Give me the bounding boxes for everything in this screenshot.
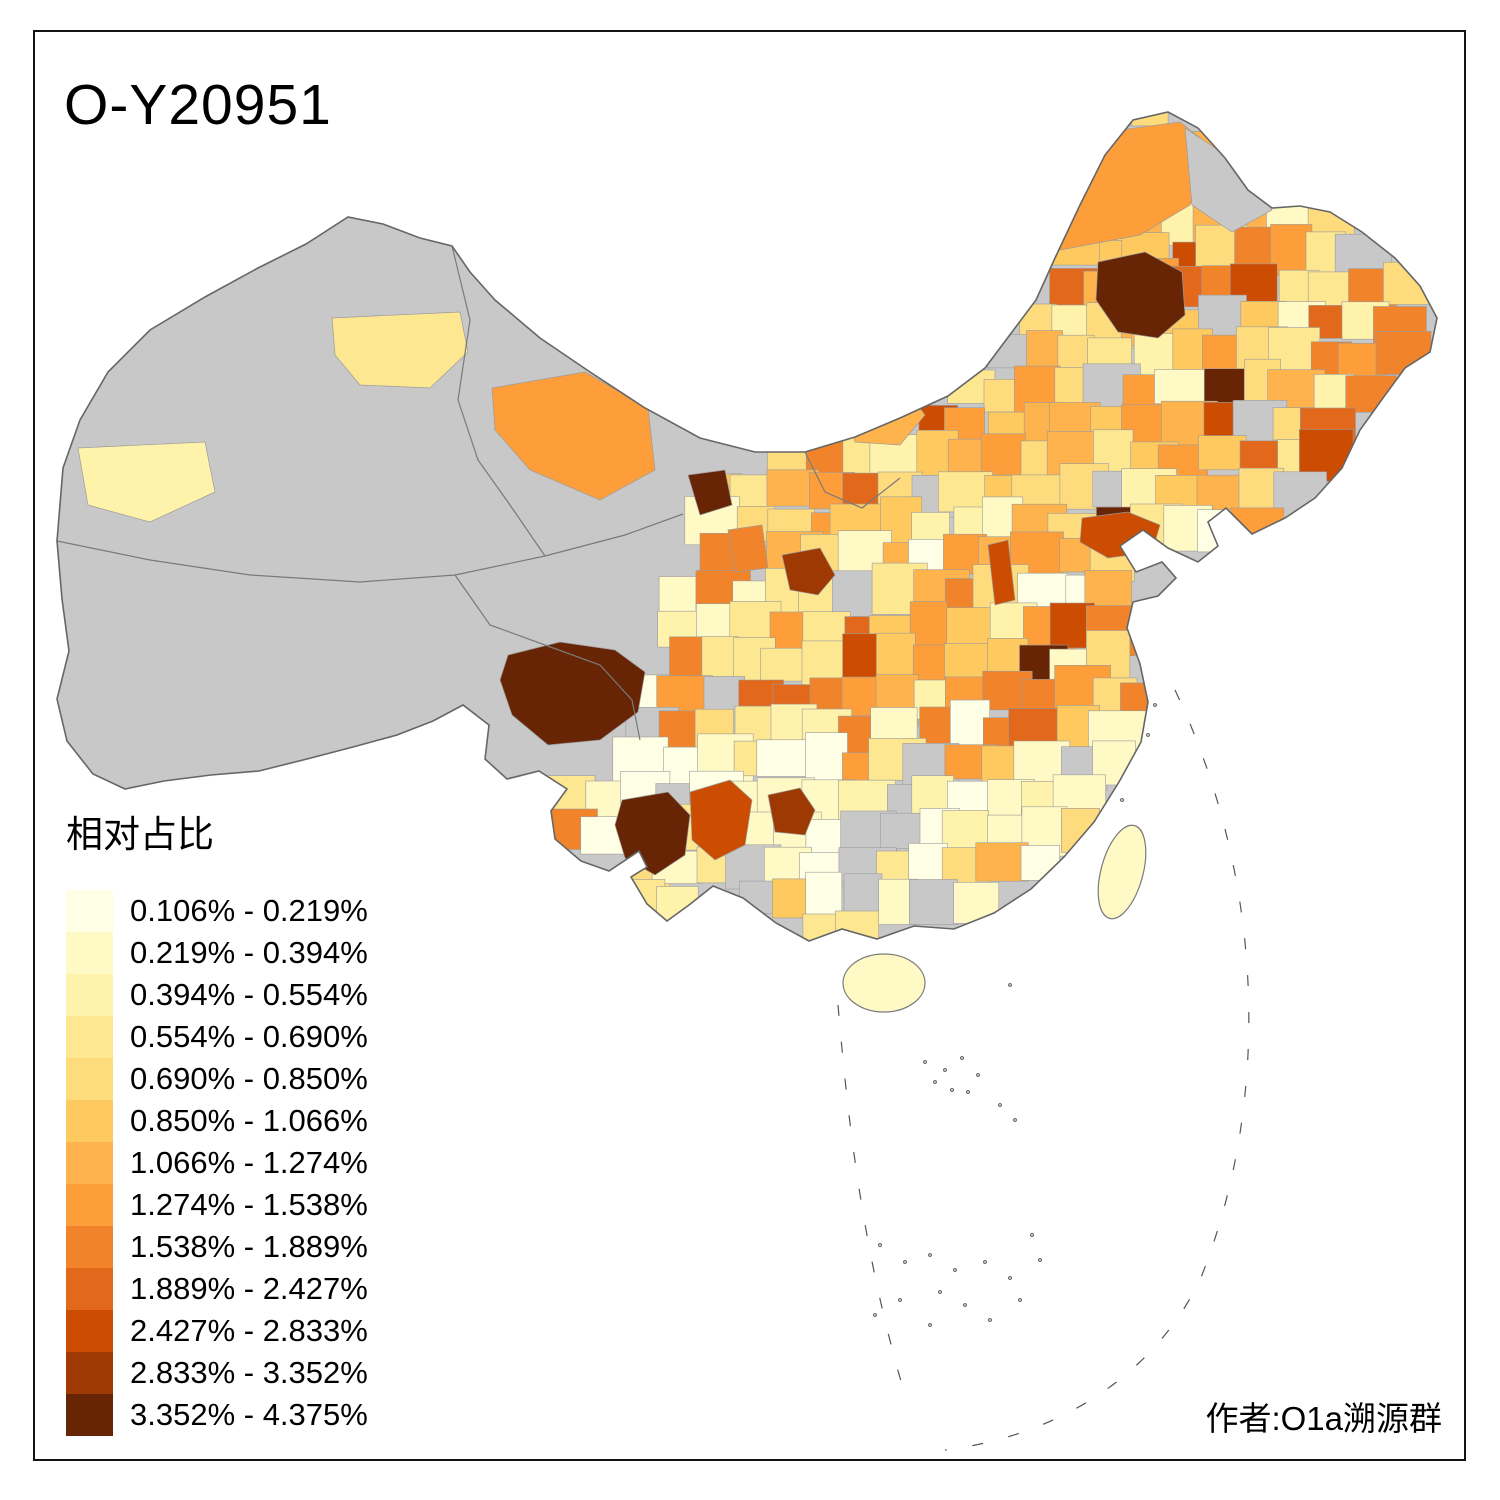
legend-color-swatch: [66, 1352, 113, 1394]
legend-color-swatch: [66, 1184, 113, 1226]
map-patch: [499, 641, 646, 746]
legend-item-label: 0.690% - 0.850%: [130, 1061, 368, 1096]
map-patch: [767, 787, 816, 836]
province-boundaries: [57, 245, 901, 741]
legend-item: 0.394% - 0.554%: [66, 974, 368, 1016]
legend-item-label: 1.889% - 2.427%: [130, 1271, 368, 1306]
map-patch: [987, 539, 1016, 606]
legend-item-label: 2.427% - 2.833%: [130, 1313, 368, 1348]
legend-item-label: 2.833% - 3.352%: [130, 1355, 368, 1390]
map-patch: [1095, 251, 1186, 339]
south-china-sea-dashed-line: [837, 689, 1250, 1451]
legend-item: 2.833% - 3.352%: [66, 1352, 368, 1394]
legend-items: 0.106% - 0.219% 0.219% - 0.394% 0.394% -…: [66, 890, 368, 1436]
legend-item-label: 1.538% - 1.889%: [130, 1229, 368, 1264]
mainland-outline: [56, 111, 1438, 942]
legend-color-swatch: [66, 974, 113, 1016]
map-patch: [491, 371, 656, 501]
legend-item: 0.690% - 0.850%: [66, 1058, 368, 1100]
legend-color-swatch: [66, 1058, 113, 1100]
legend-color-swatch: [66, 1100, 113, 1142]
legend-item-label: 0.554% - 0.690%: [130, 1019, 368, 1054]
legend-item-label: 0.219% - 0.394%: [130, 935, 368, 970]
page-title: O-Y20951: [64, 73, 332, 137]
legend-color-swatch: [66, 890, 113, 932]
legend-color-swatch: [66, 1226, 113, 1268]
author-credit: 作者:O1a溯源群: [1205, 1400, 1442, 1437]
south-china-sea-islets: [873, 703, 1157, 1327]
legend-item: 0.554% - 0.690%: [66, 1016, 368, 1058]
highlight-regions: [77, 121, 1273, 876]
legend-item: 3.352% - 4.375%: [66, 1394, 368, 1436]
legend-item: 0.106% - 0.219%: [66, 890, 368, 932]
legend-color-swatch: [66, 1310, 113, 1352]
legend-color-swatch: [66, 932, 113, 974]
legend-item: 0.219% - 0.394%: [66, 932, 368, 974]
taiwan-island: [1097, 824, 1147, 920]
legend: 相对占比 0.106% - 0.219% 0.219% - 0.394% 0.3…: [66, 804, 368, 1436]
map-patch: [77, 441, 216, 523]
map-patch: [727, 524, 769, 573]
legend-item: 1.538% - 1.889%: [66, 1226, 368, 1268]
map-patch: [331, 311, 469, 389]
hainan-island: [842, 953, 926, 1013]
legend-item: 1.274% - 1.538%: [66, 1184, 368, 1226]
map-patch: [689, 779, 753, 861]
legend-item-label: 1.066% - 1.274%: [130, 1145, 368, 1180]
map-patch: [687, 469, 733, 516]
legend-item-label: 1.274% - 1.538%: [130, 1187, 368, 1222]
legend-item: 0.850% - 1.066%: [66, 1100, 368, 1142]
legend-color-swatch: [66, 1394, 113, 1436]
legend-title: 相对占比: [66, 814, 214, 855]
legend-color-swatch: [66, 1016, 113, 1058]
legend-item: 2.427% - 2.833%: [66, 1310, 368, 1352]
legend-item-label: 0.394% - 0.554%: [130, 977, 368, 1012]
legend-item-label: 0.106% - 0.219%: [130, 893, 368, 928]
legend-item: 1.066% - 1.274%: [66, 1142, 368, 1184]
legend-color-swatch: [66, 1142, 113, 1184]
legend-item: 1.889% - 2.427%: [66, 1268, 368, 1310]
legend-item-label: 0.850% - 1.066%: [130, 1103, 368, 1138]
legend-item-label: 3.352% - 4.375%: [130, 1397, 368, 1432]
map-patch: [781, 547, 836, 596]
legend-color-swatch: [66, 1268, 113, 1310]
